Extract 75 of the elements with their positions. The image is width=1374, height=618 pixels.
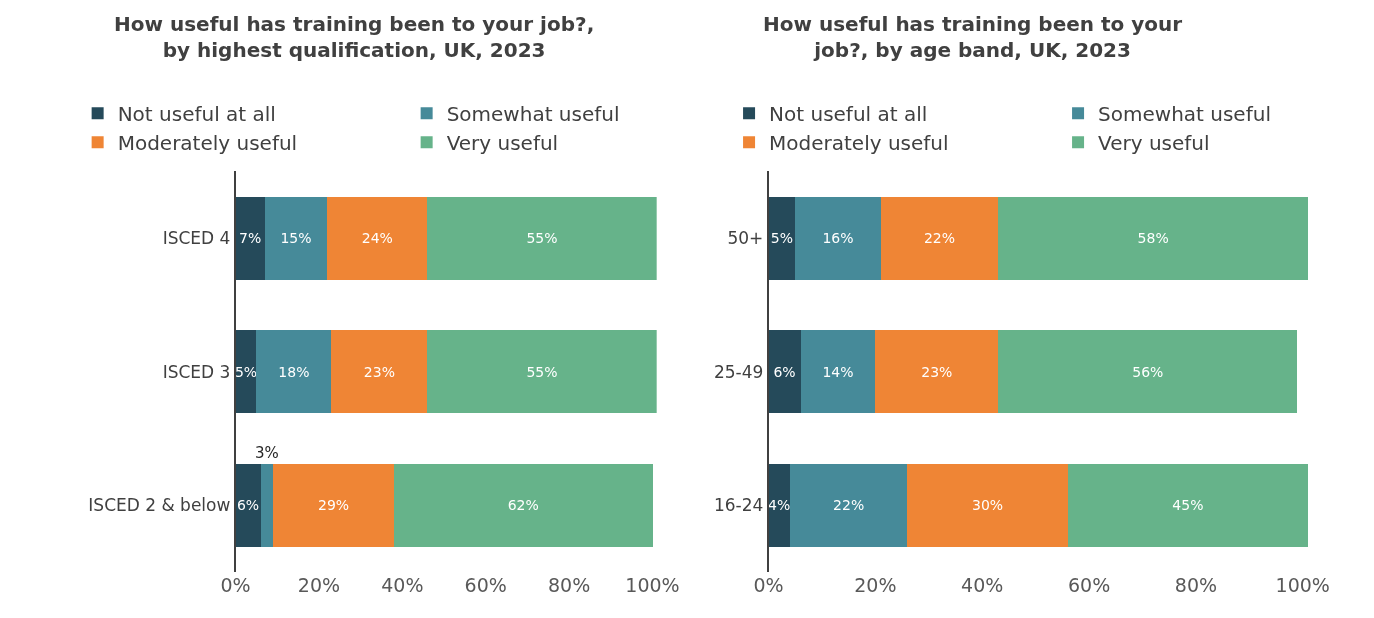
bar — [331, 330, 428, 414]
data-label: 14% — [822, 363, 854, 380]
x-tick-label: 60% — [1067, 574, 1111, 597]
bar — [907, 463, 1068, 547]
x-tick-label: 100% — [1275, 574, 1330, 597]
data-label: 6% — [236, 497, 260, 514]
bar — [235, 196, 265, 280]
x-tick-label: 100% — [625, 574, 680, 597]
x-tick-label: 80% — [1174, 574, 1218, 597]
bar — [880, 196, 999, 280]
data-label: 55% — [526, 363, 558, 380]
legend-label: Not useful at all — [769, 102, 928, 127]
bar — [235, 463, 261, 547]
bar — [768, 330, 801, 414]
data-label: 23% — [363, 363, 395, 380]
y-tick-label: 25-49 — [713, 361, 764, 382]
bar — [768, 463, 790, 547]
legend-label: Very useful — [446, 131, 559, 156]
bar — [800, 330, 876, 414]
data-label: 55% — [526, 230, 558, 247]
data-label: 16% — [822, 230, 854, 247]
data-label: 6% — [773, 363, 796, 380]
bar — [768, 196, 796, 280]
x-tick-label: 0% — [220, 574, 251, 597]
y-tick-label: ISCED 3 — [162, 361, 231, 382]
x-tick-label: 40% — [381, 574, 424, 597]
data-label: 5% — [770, 230, 793, 247]
bar — [264, 196, 328, 280]
legend-label: Moderately useful — [117, 131, 298, 156]
legend-label: Somewhat useful — [446, 102, 620, 127]
bar — [273, 463, 394, 547]
y-tick-label: 50+ — [727, 228, 764, 249]
bar — [256, 330, 332, 414]
data-label: 56% — [1132, 363, 1164, 380]
bar — [327, 196, 428, 280]
legend-label: Somewhat useful — [1098, 102, 1271, 127]
data-label: 22% — [833, 497, 865, 514]
chart-title: How useful has training been to your job?, by age band, UK, 2023 — [763, 12, 1183, 62]
data-label: 45% — [1172, 497, 1204, 514]
bar — [998, 330, 1298, 414]
data-label: 18% — [278, 363, 310, 380]
y-tick-label: ISCED 2 & below — [88, 495, 231, 516]
data-label: 5% — [234, 363, 258, 380]
bar — [427, 196, 657, 280]
y-tick-label: ISCED 4 — [162, 228, 231, 249]
data-label: 4% — [768, 497, 791, 514]
data-label: 7% — [239, 230, 262, 247]
y-tick-label: 16-24 — [713, 495, 764, 516]
x-tick-label: 20% — [854, 574, 897, 597]
x-tick-label: 0% — [753, 574, 784, 597]
data-label: 15% — [280, 230, 312, 247]
legend-label: Moderately useful — [769, 131, 949, 156]
bar — [795, 196, 881, 280]
legend-label: Not useful at all — [117, 102, 276, 127]
bar — [427, 330, 657, 414]
bar — [394, 463, 653, 547]
data-label: 23% — [921, 363, 953, 380]
bar — [875, 330, 999, 414]
data-label: 58% — [1137, 230, 1169, 247]
x-tick-label: 40% — [961, 574, 1004, 597]
data-label: 29% — [317, 497, 350, 514]
bar — [789, 463, 908, 547]
data-label: 3% — [255, 444, 279, 462]
data-label: 22% — [923, 230, 956, 247]
data-label: 24% — [361, 230, 393, 247]
bar — [1067, 463, 1309, 547]
data-label: 62% — [507, 497, 539, 514]
x-tick-label: 80% — [548, 574, 591, 597]
bar — [998, 196, 1309, 280]
x-tick-label: 60% — [464, 574, 507, 597]
legend-label: Very useful — [1098, 131, 1210, 156]
bar — [260, 463, 274, 547]
data-label: 30% — [972, 497, 1004, 514]
x-tick-label: 20% — [297, 574, 341, 597]
chart-title: How useful has training been to your job?, by highest qualification, UK, 2023 — [114, 12, 595, 62]
